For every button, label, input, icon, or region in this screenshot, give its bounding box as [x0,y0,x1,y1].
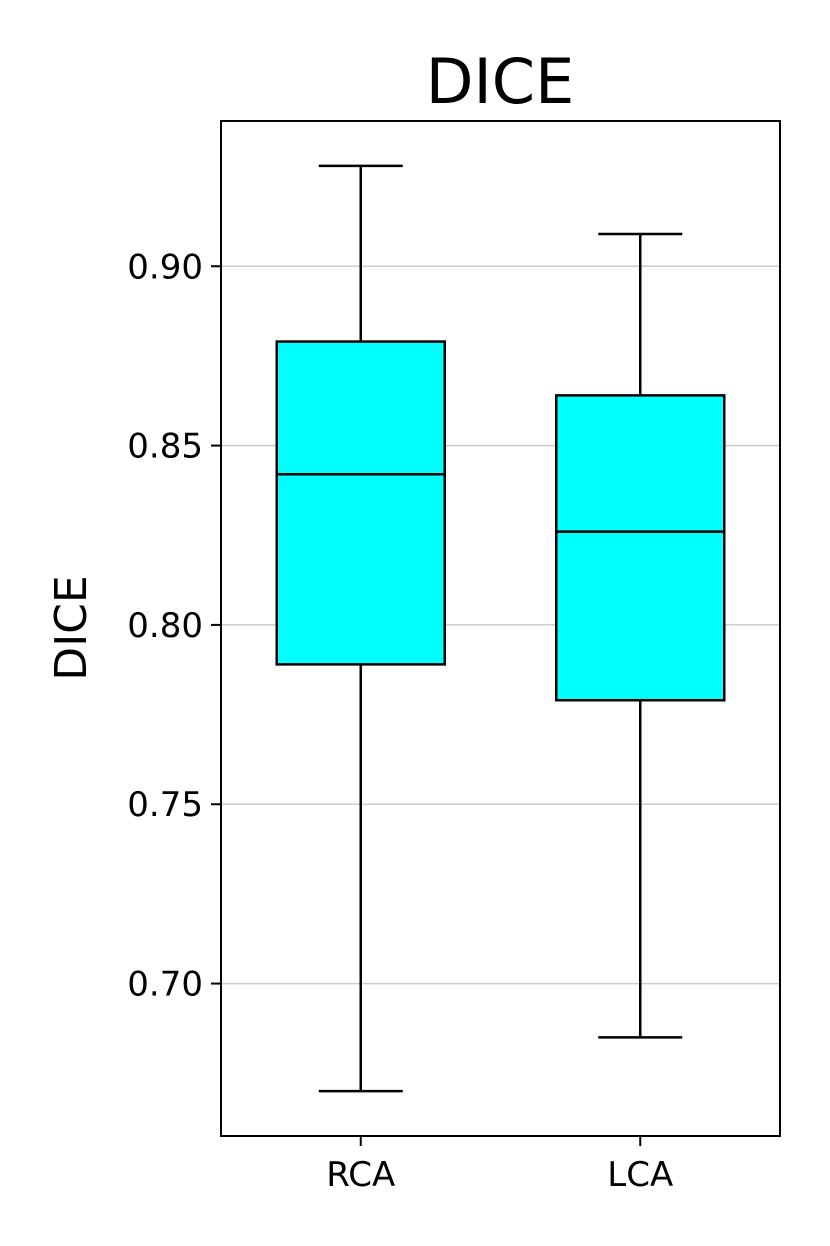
box-rca [275,164,446,1093]
y-tick-label: 0.70 [127,965,203,1005]
y-tick-label: 0.85 [127,427,203,467]
boxes [275,164,726,1093]
x-tick-label: RCA [326,1155,395,1195]
axes: 0.70 0.75 0.80 0.85 0.90 RCA LCA [127,247,673,1195]
y-tick-label: 0.80 [127,606,203,646]
plot-frame [220,120,781,1137]
y-axis-label: DICE [46,575,97,680]
y-tick-label: 0.90 [127,247,203,287]
iqr-box [275,340,446,666]
chart-title: DICE [426,45,575,118]
iqr-box [555,394,726,702]
x-tick-label: LCA [607,1155,673,1195]
box-lca [555,232,726,1039]
y-tick-label: 0.75 [127,785,203,825]
